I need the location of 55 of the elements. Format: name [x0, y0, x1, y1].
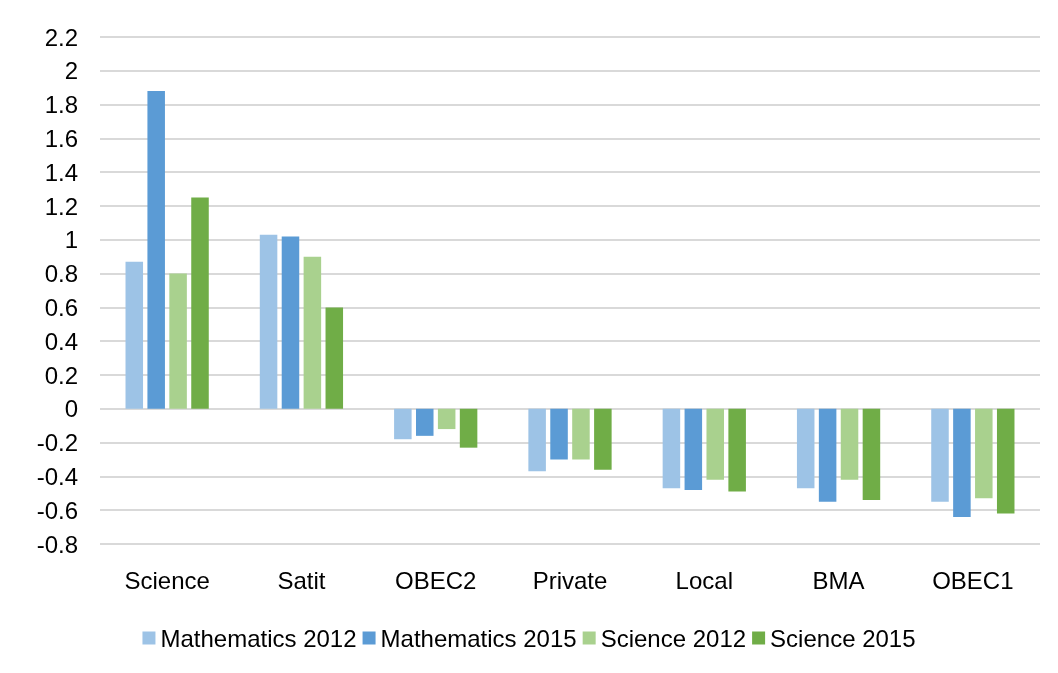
bar	[996, 408, 1015, 514]
y-tick-label: 0.6	[44, 293, 78, 321]
x-tick-label: Satit	[277, 566, 326, 594]
bar	[459, 408, 478, 448]
y-tick-label: 1	[64, 226, 78, 254]
bar	[303, 256, 322, 409]
y-tick-label: 0	[64, 395, 78, 423]
bar	[840, 408, 859, 480]
bar	[572, 408, 590, 460]
bar	[684, 408, 703, 490]
legend-label: Mathematics 2012	[160, 624, 357, 652]
bar	[259, 234, 278, 409]
bar	[528, 408, 546, 472]
y-tick-label: 0.4	[44, 327, 78, 355]
bar	[662, 408, 681, 489]
bar	[728, 408, 746, 492]
x-tick-label: Science	[124, 566, 210, 594]
legend-label: Mathematics 2015	[380, 624, 577, 652]
bar	[125, 261, 144, 409]
bar	[147, 91, 165, 409]
bar	[796, 408, 815, 489]
y-tick-label: 0.2	[44, 361, 78, 389]
y-tick-label: -0.2	[36, 429, 78, 457]
y-tick-label: 1.2	[44, 192, 78, 220]
bar	[594, 408, 612, 470]
legend-label: Science 2012	[600, 624, 747, 652]
bar	[191, 197, 209, 409]
x-tick-label: OBEC1	[932, 566, 1014, 594]
y-tick-label: -0.6	[36, 496, 78, 524]
x-tick-label: OBEC2	[395, 566, 477, 594]
bar	[550, 408, 568, 460]
y-tick-label: -0.8	[36, 530, 78, 558]
bar	[818, 408, 837, 502]
y-tick-label: 2	[64, 57, 78, 85]
legend-label: Science 2015	[770, 624, 916, 652]
x-tick-label: Local	[675, 566, 733, 594]
x-tick-label: BMA	[812, 566, 865, 594]
bar	[169, 273, 187, 409]
y-tick-label: 1.8	[44, 91, 78, 119]
bar	[437, 408, 456, 430]
bar	[416, 408, 434, 436]
bar	[862, 408, 881, 501]
bar	[394, 408, 412, 440]
bar	[931, 408, 949, 502]
bar	[281, 236, 300, 409]
y-tick-label: -0.4	[36, 462, 78, 490]
y-tick-label: 1.4	[44, 158, 78, 186]
y-tick-label: 2.2	[44, 23, 78, 51]
bar	[953, 408, 971, 517]
y-tick-label: 0.8	[44, 260, 78, 288]
y-tick-label: 1.6	[44, 124, 78, 152]
x-tick-label: Private	[532, 566, 608, 594]
bar	[325, 307, 344, 409]
bar	[706, 408, 724, 480]
bar	[975, 408, 993, 499]
